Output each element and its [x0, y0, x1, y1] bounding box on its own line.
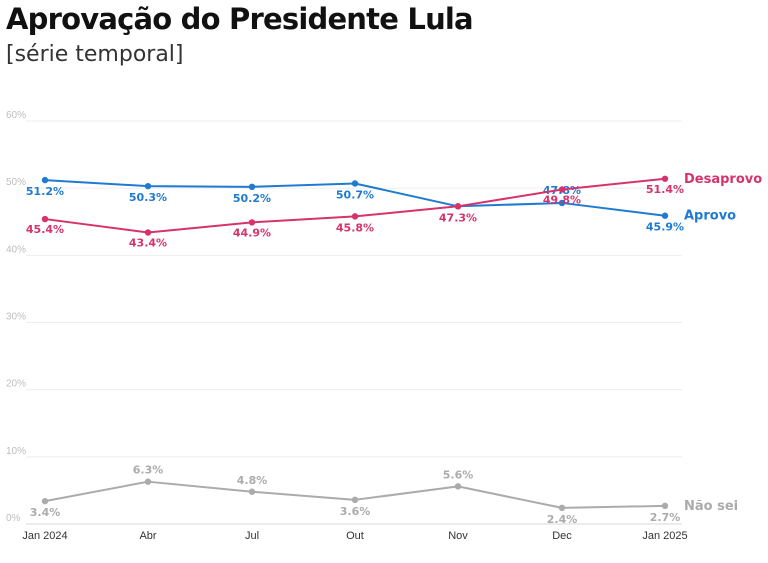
data-point	[558, 186, 566, 193]
series-label: Aprovo	[684, 209, 736, 224]
data-point	[248, 219, 256, 226]
data-point	[454, 483, 462, 490]
data-label: 44.9%	[233, 226, 271, 239]
series-label: Desaprovo	[684, 172, 762, 187]
y-tick-label: 20%	[6, 379, 26, 390]
chart-title: Aprovação do Presidente Lula	[6, 2, 474, 36]
data-point	[144, 182, 152, 190]
data-label: 45.8%	[336, 221, 374, 234]
data-label: 45.4%	[26, 223, 64, 236]
data-point	[351, 496, 359, 504]
data-label: 50.7%	[336, 188, 374, 201]
y-tick-label: 10%	[6, 446, 26, 457]
series-label: Não sei	[684, 499, 738, 514]
x-tick-label: Jul	[245, 530, 259, 542]
y-tick-label: 60%	[6, 110, 26, 121]
data-label: 45.9%	[646, 221, 684, 234]
data-label: 49.8%	[543, 194, 581, 207]
data-point	[558, 199, 566, 207]
data-label: 3.6%	[340, 505, 371, 518]
x-tick-label: Dec	[552, 530, 572, 542]
data-point	[351, 213, 359, 220]
data-point	[661, 502, 669, 510]
data-point	[558, 504, 566, 512]
data-point	[248, 488, 256, 495]
y-tick-label: 30%	[6, 312, 26, 323]
y-tick-label: 40%	[6, 244, 26, 255]
data-point	[41, 215, 49, 223]
data-label: 3.4%	[30, 506, 61, 519]
data-label: 51.2%	[26, 185, 64, 198]
data-label: 51.4%	[646, 183, 684, 196]
data-label: 5.6%	[443, 468, 474, 481]
data-label: 50.2%	[233, 192, 271, 205]
data-label: 47.3%	[439, 211, 477, 224]
data-point	[144, 229, 152, 236]
y-tick-label: 0%	[6, 513, 21, 524]
data-point	[41, 497, 49, 505]
y-tick-label: 50%	[6, 177, 26, 188]
data-point	[248, 183, 256, 191]
data-label: 50.3%	[129, 191, 167, 204]
data-point	[661, 212, 669, 219]
data-label: 2.4%	[547, 513, 578, 526]
data-label: 4.8%	[237, 474, 268, 487]
x-tick-label: Out	[346, 530, 364, 542]
data-label: 2.7%	[650, 511, 681, 524]
data-point	[144, 478, 152, 485]
data-point	[454, 203, 462, 210]
data-point	[661, 175, 669, 182]
x-tick-label: Jan 2025	[642, 530, 687, 542]
x-tick-label: Abr	[139, 530, 156, 542]
chart-subtitle: [série temporal]	[6, 42, 184, 67]
data-point	[351, 180, 359, 187]
data-label: 43.4%	[129, 236, 167, 249]
x-tick-label: Jan 2024	[22, 530, 67, 542]
data-point	[41, 176, 49, 184]
data-label: 6.3%	[133, 464, 164, 477]
x-tick-label: Nov	[448, 530, 468, 542]
